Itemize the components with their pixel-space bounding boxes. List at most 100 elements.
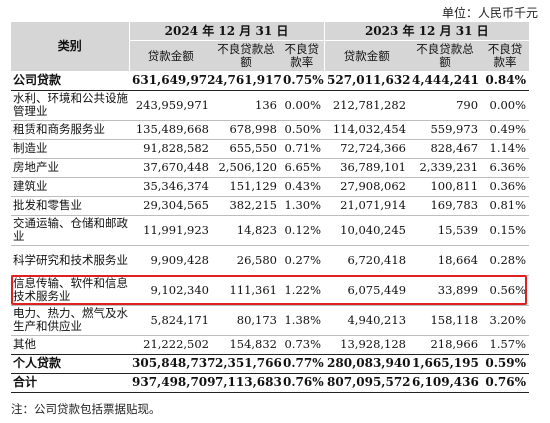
header-year-2023: 2023 年 12 月 31 日 [323,22,530,41]
row-category: 制造业 [11,139,129,159]
row-category: 房地产业 [11,158,129,178]
cell-npl-ratio-2023: 0.28% [481,245,530,276]
footnote: 注：公司贷款包括票据贴现。 [11,402,161,416]
cell-loan-amount-2024: 243,959,971 [129,90,212,121]
cell-npl-ratio-2024: 1.30% [280,196,325,216]
cell-npl-ratio-2024: 1.38% [280,305,325,336]
cell-loan-amount-2024: 937,498,709 [129,373,216,393]
cell-loan-amount-2024: 29,304,565 [129,196,212,216]
cell-loan-amount-2024: 11,991,923 [129,215,212,246]
cell-npl-ratio-2024: 0.71% [280,139,325,159]
table-row: 公司贷款 631,649,972 4,761,917 0.75% 527,011,632… [11,71,530,91]
cell-loan-amount-2024: 37,670,448 [129,158,212,178]
cell-npl-ratio-2024: 0.73% [280,335,325,355]
table-row: 科学研究和技术服务业 9,909,428 26,580 0.27% 6,720,418 1… [11,245,530,276]
cell-npl-ratio-2023: 0.00% [481,90,530,121]
row-category: 合计 [11,373,129,393]
cell-npl-ratio-2023: 0.84% [481,71,530,91]
cell-npl-ratio-2024: 0.76% [280,373,325,393]
header-category: 类别 [11,22,130,72]
cell-loan-amount-2024: 9,909,428 [129,245,212,276]
cell-npl-ratio-2023: 1.14% [481,139,530,159]
table-row: 建筑业 35,346,374 151,129 0.43% 27,908,062 100,8… [11,177,530,197]
cell-npl-total-2023: 828,467 [409,139,482,159]
cell-npl-ratio-2023: 6.36% [481,158,530,178]
cell-npl-ratio-2024: 1.22% [280,275,325,306]
cell-npl-ratio-2023: 3.20% [481,305,530,336]
header-loan-amount-2023: 贷款金额 [323,40,410,71]
cell-npl-ratio-2023: 0.36% [481,177,530,197]
table-row: 合计 937,498,709 7,113,683 0.76% 807,095,572 6,… [11,373,530,393]
row-category: 交通运输、仓储和邮政业 [11,215,129,246]
cell-loan-amount-2023: 21,071,914 [324,196,410,216]
row-category: 批发和零售业 [11,196,129,216]
cell-loan-amount-2023: 807,095,572 [324,373,411,393]
cell-npl-ratio-2023: 0.59% [481,354,530,374]
cell-loan-amount-2023: 13,928,128 [324,335,410,355]
row-category: 个人贷款 [11,354,129,374]
cell-npl-ratio-2024: 6.65% [280,158,325,178]
cell-npl-total-2023: 100,811 [409,177,482,197]
cell-loan-amount-2024: 631,649,972 [129,71,216,91]
table-row: 制造业 91,828,582 655,550 0.71% 72,724,366 828,4… [11,139,530,159]
cell-loan-amount-2024: 9,102,340 [129,275,212,306]
cell-npl-total-2024: 151,129 [212,177,280,197]
cell-loan-amount-2023: 114,032,454 [324,120,410,140]
row-category: 公司贷款 [11,71,129,91]
header-year-2024: 2024 年 12 月 31 日 [129,22,325,41]
cell-npl-total-2024: 26,580 [212,245,280,276]
row-category: 水利、环境和公共设施管理业 [11,90,129,121]
cell-npl-total-2024: 678,998 [212,120,280,140]
cell-loan-amount-2023: 280,083,940 [324,354,411,374]
cell-npl-total-2023: 169,783 [409,196,482,216]
table-row: 租赁和商务服务业 135,489,668 678,998 0.50% 114,032,4… [11,120,530,140]
cell-loan-amount-2023: 36,789,101 [324,158,410,178]
loan-quality-table: 类别 2024 年 12 月 31 日 2023 年 12 月 31 日 贷款金… [11,22,530,393]
cell-npl-total-2024: 2,351,766 [212,354,282,374]
cell-npl-total-2023: 218,966 [409,335,482,355]
header-loan-amount-2024: 贷款金额 [129,40,212,71]
cell-loan-amount-2024: 91,828,582 [129,139,212,159]
cell-loan-amount-2023: 212,781,282 [324,90,410,121]
cell-loan-amount-2023: 72,724,366 [324,139,410,159]
cell-npl-ratio-2023: 0.15% [481,215,530,246]
cell-npl-total-2024: 154,832 [212,335,280,355]
table-row: 交通运输、仓储和邮政业 11,991,923 14,823 0.12% 10,040,2… [11,215,530,246]
cell-npl-total-2024: 14,823 [212,215,280,246]
table-row: 信息传输、软件和信息技术服务业 9,102,340 111,361 1.22% 6,07… [11,275,530,306]
cell-loan-amount-2024: 305,848,737 [129,354,216,374]
cell-npl-total-2023: 18,664 [409,245,482,276]
cell-npl-total-2024: 136 [212,90,280,121]
cell-npl-total-2023: 4,444,241 [409,71,482,91]
cell-loan-amount-2024: 35,346,374 [129,177,212,197]
row-category: 建筑业 [11,177,129,197]
cell-npl-total-2024: 4,761,917 [212,71,282,91]
cell-npl-ratio-2024: 0.43% [280,177,325,197]
row-category: 信息传输、软件和信息技术服务业 [11,275,129,306]
cell-loan-amount-2023: 6,075,449 [324,275,410,306]
cell-npl-ratio-2024: 0.77% [280,354,325,374]
cell-npl-total-2024: 7,113,683 [212,373,282,393]
row-category: 租赁和商务服务业 [11,120,129,140]
cell-npl-ratio-2023: 1.57% [481,335,530,355]
cell-npl-total-2023: 33,899 [409,275,482,306]
header-npl-ratio-2024: 不良贷款率 [280,40,325,71]
cell-npl-total-2024: 2,506,120 [212,158,280,178]
cell-npl-ratio-2023: 0.56% [481,275,530,306]
cell-loan-amount-2023: 6,720,418 [324,245,410,276]
cell-npl-total-2024: 382,215 [212,196,280,216]
cell-npl-ratio-2024: 0.27% [280,245,325,276]
table-row: 批发和零售业 29,304,565 382,215 1.30% 21,071,914 16… [11,196,530,216]
cell-loan-amount-2023: 27,908,062 [324,177,410,197]
cell-npl-ratio-2024: 0.50% [280,120,325,140]
table-row: 电力、热力、燃气及水生产和供应业 5,824,171 80,173 1.38% 4,94… [11,305,530,336]
cell-npl-ratio-2023: 0.81% [481,196,530,216]
cell-npl-total-2023: 559,973 [409,120,482,140]
cell-npl-total-2024: 655,550 [212,139,280,159]
cell-npl-total-2023: 2,339,231 [409,158,482,178]
cell-npl-ratio-2023: 0.76% [481,373,530,393]
cell-loan-amount-2024: 21,222,502 [129,335,212,355]
cell-loan-amount-2023: 4,940,213 [324,305,410,336]
cell-npl-total-2023: 158,118 [409,305,482,336]
unit-label: 单位：人民币千元 [441,6,538,20]
